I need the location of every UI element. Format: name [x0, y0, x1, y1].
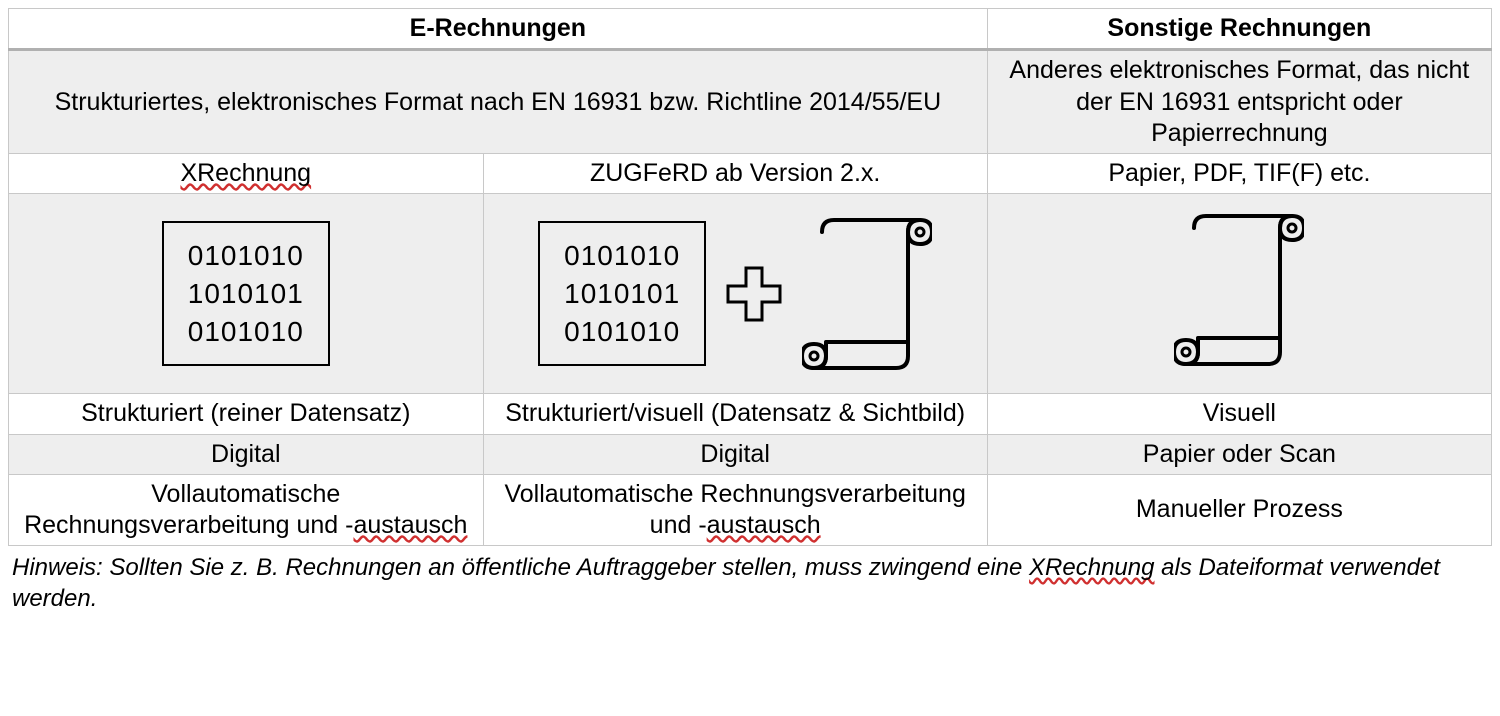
medium-xrechnung: Digital: [9, 434, 484, 474]
medium-papier: Papier oder Scan: [987, 434, 1491, 474]
medium-zugferd: Digital: [483, 434, 987, 474]
icon-papier: [987, 194, 1491, 394]
header-sonstige: Sonstige Rechnungen: [987, 9, 1491, 50]
footnote: Hinweis: Sollten Sie z. B. Rechnungen an…: [8, 546, 1492, 614]
structure-papier: Visuell: [987, 394, 1491, 434]
name-papier: Papier, PDF, TIF(F) etc.: [987, 154, 1491, 194]
structure-xrechnung: Strukturiert (reiner Datensatz): [9, 394, 484, 434]
structure-zugferd: Strukturiert/visuell (Datensatz & Sichtb…: [483, 394, 987, 434]
binary-box-icon: 0101010 1010101 0101010: [162, 221, 330, 366]
icon-xrechnung: 0101010 1010101 0101010: [9, 194, 484, 394]
definition-e-rechnungen: Strukturiertes, elektronisches Format na…: [9, 50, 988, 154]
process-xrechnung: Vollautomatische Rechnungsverarbeitung u…: [9, 474, 484, 546]
definition-sonstige: Anderes elektronisches Format, das nicht…: [987, 50, 1491, 154]
process-zugferd: Vollautomatische Rechnungsverarbeitung u…: [483, 474, 987, 546]
process-papier: Manueller Prozess: [987, 474, 1491, 546]
name-xrechnung: XRechnung: [9, 154, 484, 194]
scroll-icon: [1174, 210, 1304, 370]
scroll-icon: [802, 214, 932, 374]
icon-zugferd: 0101010 1010101 0101010: [483, 194, 987, 394]
plus-icon: [724, 264, 784, 324]
header-e-rechnungen: E-Rechnungen: [9, 9, 988, 50]
binary-box-icon: 0101010 1010101 0101010: [538, 221, 706, 366]
invoice-types-table: E-Rechnungen Sonstige Rechnungen Struktu…: [8, 8, 1492, 546]
name-zugferd: ZUGFeRD ab Version 2.x.: [483, 154, 987, 194]
